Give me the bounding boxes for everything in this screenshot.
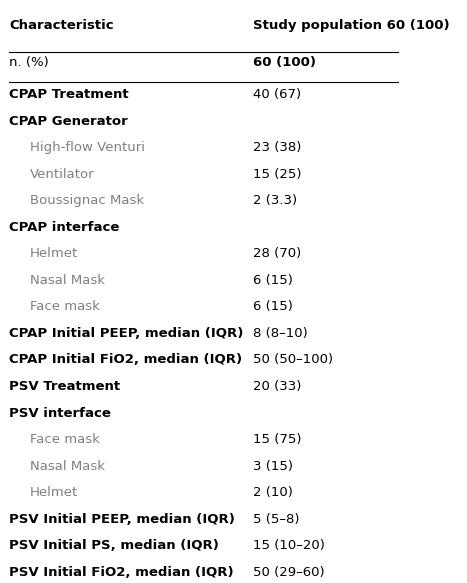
- Text: 40 (67): 40 (67): [253, 88, 301, 101]
- Text: CPAP Generator: CPAP Generator: [9, 114, 128, 128]
- Text: 5 (5–8): 5 (5–8): [253, 512, 299, 526]
- Text: Characteristic: Characteristic: [9, 19, 114, 31]
- Text: PSV Initial PS, median (IQR): PSV Initial PS, median (IQR): [9, 539, 219, 552]
- Text: Ventilator: Ventilator: [30, 167, 94, 181]
- Text: 23 (38): 23 (38): [253, 141, 301, 154]
- Text: PSV Treatment: PSV Treatment: [9, 380, 120, 393]
- Text: 15 (25): 15 (25): [253, 167, 301, 181]
- Text: 2 (3.3): 2 (3.3): [253, 194, 297, 207]
- Text: PSV interface: PSV interface: [9, 406, 111, 420]
- Text: 20 (33): 20 (33): [253, 380, 301, 393]
- Text: Nasal Mask: Nasal Mask: [30, 274, 105, 287]
- Text: Nasal Mask: Nasal Mask: [30, 459, 105, 473]
- Text: 50 (29–60): 50 (29–60): [253, 566, 324, 579]
- Text: Face mask: Face mask: [30, 433, 99, 446]
- Text: 2 (10): 2 (10): [253, 486, 292, 499]
- Text: CPAP Treatment: CPAP Treatment: [9, 88, 129, 101]
- Text: CPAP Initial PEEP, median (IQR): CPAP Initial PEEP, median (IQR): [9, 327, 244, 340]
- Text: Helmet: Helmet: [30, 247, 78, 260]
- Text: 6 (15): 6 (15): [253, 274, 292, 287]
- Text: 6 (15): 6 (15): [253, 300, 292, 313]
- Text: Face mask: Face mask: [30, 300, 99, 313]
- Text: 3 (15): 3 (15): [253, 459, 292, 473]
- Text: CPAP Initial FiO2, median (IQR): CPAP Initial FiO2, median (IQR): [9, 353, 243, 367]
- Text: Boussignac Mask: Boussignac Mask: [30, 194, 144, 207]
- Text: CPAP interface: CPAP interface: [9, 221, 120, 234]
- Text: n. (%): n. (%): [9, 56, 49, 69]
- Text: 28 (70): 28 (70): [253, 247, 301, 260]
- Text: 50 (50–100): 50 (50–100): [253, 353, 333, 367]
- Text: High-flow Venturi: High-flow Venturi: [30, 141, 145, 154]
- Text: Study population 60 (100): Study population 60 (100): [253, 19, 449, 31]
- Text: 15 (10–20): 15 (10–20): [253, 539, 325, 552]
- Text: PSV Initial PEEP, median (IQR): PSV Initial PEEP, median (IQR): [9, 512, 235, 526]
- Text: 8 (8–10): 8 (8–10): [253, 327, 307, 340]
- Text: 60 (100): 60 (100): [253, 56, 316, 69]
- Text: 15 (75): 15 (75): [253, 433, 301, 446]
- Text: Helmet: Helmet: [30, 486, 78, 499]
- Text: PSV Initial FiO2, median (IQR): PSV Initial FiO2, median (IQR): [9, 566, 234, 579]
